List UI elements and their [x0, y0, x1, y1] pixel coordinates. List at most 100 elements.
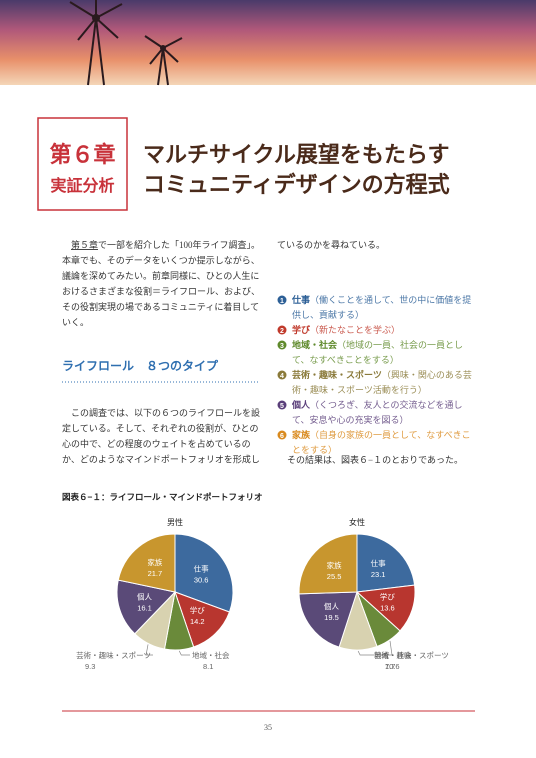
- slice-label: 学び: [380, 592, 395, 602]
- slice-value: 10.6: [385, 662, 400, 671]
- slice-label: 地域・社会: [374, 650, 412, 660]
- list-line: 個人（くつろぎ、友人との交流などを通し: [291, 399, 462, 410]
- slice-value: 23.1: [371, 570, 386, 579]
- slice-label: 家族: [327, 560, 342, 570]
- pie-slice: [174, 591, 231, 648]
- slice-value: 14.2: [190, 617, 205, 626]
- list-line: て、なすべきことをする）: [292, 355, 399, 365]
- leader-line: [372, 640, 393, 656]
- list-line: 家族（自身の家族の一員として、なすべきこ: [292, 429, 471, 440]
- leader-line: [357, 650, 372, 656]
- result-text: その結果は、図表６−１のとおりであった。: [287, 454, 463, 465]
- chapter-number: 第６章: [49, 142, 115, 167]
- chart-title: 男性: [167, 517, 183, 527]
- marker-circle: [277, 400, 287, 410]
- slice-label: 個人: [324, 601, 339, 611]
- item-desc: （自身の家族の一員として、なすべきこ: [310, 429, 471, 440]
- marker-circle: [277, 325, 287, 335]
- paragraph-line: 心の中で、どの程度のウェイトを占めているの: [62, 438, 251, 449]
- marker-circle: [277, 340, 287, 350]
- slice-label: 家族: [147, 557, 162, 567]
- chart-title: 女性: [349, 517, 365, 527]
- item-name: 学び: [292, 324, 311, 335]
- pie-slice: [116, 579, 176, 635]
- item-name: 仕事: [291, 294, 310, 305]
- pie-slice: [298, 533, 358, 595]
- slice-value: 19.5: [324, 613, 339, 622]
- item-desc: て、安息や心の充実を図る）: [292, 414, 409, 425]
- intro-line: おけるさまざまな役割＝ライフロール、および、: [62, 286, 260, 297]
- intro-text: で一部を紹介した「100年ライフ調査」。: [98, 239, 260, 250]
- leader-line: [178, 650, 190, 656]
- item-desc: 術・趣味・スポーツ活動を行う）: [292, 384, 427, 395]
- marker: 6: [280, 433, 284, 440]
- slice-value: 21.7: [148, 569, 163, 578]
- intro-line: いく。: [62, 318, 89, 328]
- item-desc: とをする）: [292, 445, 337, 455]
- slice-label: 仕事: [194, 564, 209, 574]
- section-heading: ライフロール ８つのタイプ: [62, 358, 219, 373]
- paragraph-line: か、どのようなマインドポートフォリオを形成し: [62, 454, 260, 465]
- marker: 2: [280, 328, 284, 335]
- item-desc: て、なすべきことをする）: [292, 355, 399, 365]
- intro-line: その役割実現の場であるコミュニティに着目して: [62, 301, 259, 312]
- slice-value: 8.1: [203, 662, 213, 671]
- paragraph-line: 定している。そして、それぞれの役割が、ひとの: [62, 423, 258, 434]
- list-line: て、安息や心の充実を図る）: [292, 414, 409, 425]
- slice-label: 個人: [137, 591, 152, 601]
- list-line: 仕事（働くことを通して、世の中に価値を提: [291, 294, 471, 305]
- pie-slice: [117, 533, 176, 593]
- list-line: とをする）: [292, 445, 337, 455]
- slice-value: 13.6: [380, 604, 395, 613]
- item-desc: 供し、貢献する）: [292, 309, 364, 320]
- pie-slice: [298, 591, 358, 648]
- slice-label: 地域・社会: [192, 650, 230, 660]
- marker: 5: [280, 403, 284, 410]
- list-line: 術・趣味・スポーツ活動を行う）: [292, 384, 427, 395]
- intro-line: 議論を深めてみたい。前章同様に、ひとの人生に: [62, 270, 259, 281]
- slice-label: 学び: [190, 605, 205, 615]
- item-desc: （新たなことを学ぶ）: [310, 324, 400, 335]
- item-desc: （地域の一員、社会の一員とし: [337, 339, 463, 350]
- intro-text: 議論を深めてみたい。前章同様に、ひとの人生に: [62, 270, 259, 281]
- slice-value: 7.7: [385, 662, 395, 671]
- list-line: 学び（新たなことを学ぶ）: [292, 324, 400, 335]
- slice-value: 25.5: [327, 572, 342, 581]
- item-name: 芸術・趣味・スポーツ: [292, 369, 382, 380]
- item-desc: （興味・関心のある芸: [382, 369, 472, 380]
- slice-value: 16.1: [137, 603, 152, 612]
- chapter-box: [37, 117, 128, 211]
- page-number: 35: [264, 723, 272, 732]
- paragraph-line: ているのかを尋ねている。: [277, 240, 385, 250]
- marker: 4: [280, 373, 284, 380]
- marker-circle: [277, 295, 287, 305]
- pie-slice: [356, 533, 416, 593]
- paragraph: この調査では、以下の６つのライフロールを設定している。そして、それぞれの役割が、…: [62, 240, 385, 465]
- item-name: 個人: [291, 399, 311, 410]
- list-line: 供し、貢献する）: [292, 309, 364, 320]
- figure-caption: 図表６−１：ライフロール・マインドポートフォリオ: [62, 492, 262, 502]
- intro-line: 本章でも、そのデータをいくつか提示しながら、: [62, 255, 260, 266]
- intro-text: おけるさまざまな役割＝ライフロール、および、: [62, 286, 260, 297]
- intro-text: 本章でも、そのデータをいくつか提示しながら、: [62, 255, 260, 266]
- title: コミュニティデザインの方程式: [143, 172, 450, 197]
- intro-text: その役割実現の場であるコミュニティに着目して: [62, 301, 259, 312]
- leader-line: [145, 644, 153, 656]
- item-desc: （くつろぎ、友人との交流などを通し: [310, 399, 462, 410]
- paragraph-line: この調査では、以下の６つのライフロールを設: [71, 407, 260, 418]
- header-image: [0, 0, 536, 86]
- slice-label: 仕事: [371, 558, 386, 568]
- item-name: 地域・社会: [292, 339, 338, 350]
- marker: 1: [280, 298, 284, 305]
- intro: 第５章で一部を紹介した「100年ライフ調査」。本章でも、そのデータをいくつか提示…: [62, 239, 260, 328]
- list-line: 地域・社会（地域の一員、社会の一員とし: [292, 339, 463, 350]
- marker-circle: [277, 370, 287, 380]
- slice-label: 芸術・趣味・スポーツ: [76, 650, 151, 660]
- chapter-ref: 第５章: [71, 239, 98, 250]
- slice-value: 30.6: [194, 576, 209, 585]
- slice-value: 9.3: [85, 662, 95, 671]
